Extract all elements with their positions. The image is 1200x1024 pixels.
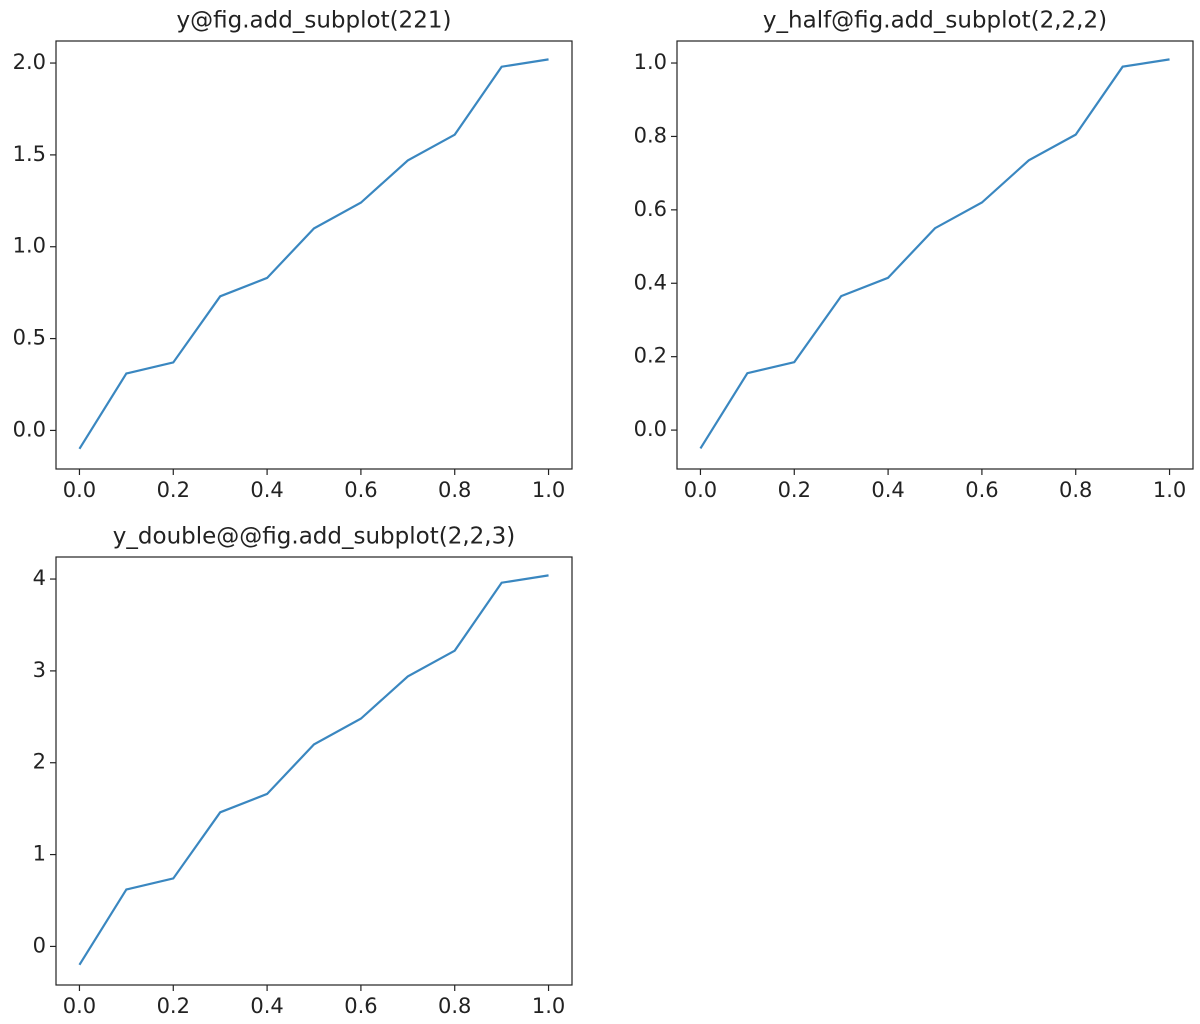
chart-title: y@fig.add_subplot(221)	[177, 8, 452, 34]
x-tick-label: 0.0	[63, 994, 96, 1018]
chart-title: y_half@fig.add_subplot(2,2,2)	[763, 8, 1107, 34]
x-tick-label: 0.6	[965, 478, 998, 502]
y-tick-label: 2	[33, 750, 46, 774]
x-tick-label: 0.2	[157, 994, 190, 1018]
y-tick-label: 4	[33, 566, 46, 590]
y-tick-label: 0	[33, 933, 46, 957]
y-tick-label: 0.5	[13, 326, 46, 350]
y-tick-label: 1.0	[634, 50, 667, 74]
axes-frame	[55, 40, 573, 470]
y-tick-label: 0.6	[634, 197, 667, 221]
y-tick-label: 0.0	[13, 417, 46, 441]
y-tick-label: 1.5	[13, 142, 46, 166]
x-tick-label: 0.4	[250, 994, 283, 1018]
x-tick-label: 0.0	[684, 478, 717, 502]
data-line	[699, 58, 1170, 450]
data-line	[78, 574, 549, 966]
x-tick-label: 0.2	[778, 478, 811, 502]
x-tick-label: 1.0	[532, 478, 565, 502]
x-tick-label: 1.0	[1153, 478, 1186, 502]
y-tick-label: 0.0	[634, 417, 667, 441]
x-tick-label: 0.6	[344, 478, 377, 502]
y-tick-label: 0.4	[634, 270, 667, 294]
y-tick-label: 3	[33, 658, 46, 682]
x-tick-label: 0.0	[63, 478, 96, 502]
chart-title: y_double@@fig.add_subplot(2,2,3)	[113, 524, 515, 550]
x-tick-label: 0.8	[1059, 478, 1092, 502]
x-tick-label: 0.8	[438, 994, 471, 1018]
y-tick-label: 0.8	[634, 123, 667, 147]
axes-frame	[55, 556, 573, 986]
y-tick-label: 2.0	[13, 50, 46, 74]
y-tick-label: 1.0	[13, 234, 46, 258]
x-tick-label: 0.2	[157, 478, 190, 502]
y-tick-label: 0.2	[634, 344, 667, 368]
data-line	[78, 58, 549, 450]
x-tick-label: 0.4	[871, 478, 904, 502]
x-tick-label: 0.6	[344, 994, 377, 1018]
x-tick-label: 0.8	[438, 478, 471, 502]
axes-frame	[676, 40, 1194, 470]
x-tick-label: 1.0	[532, 994, 565, 1018]
y-tick-label: 1	[33, 842, 46, 866]
x-tick-label: 0.4	[250, 478, 283, 502]
